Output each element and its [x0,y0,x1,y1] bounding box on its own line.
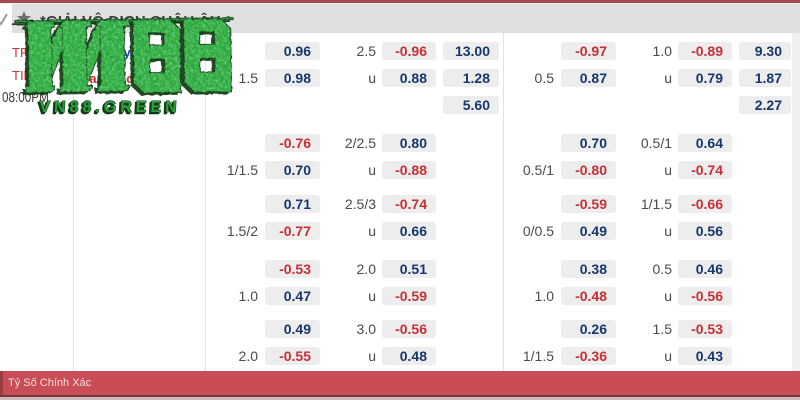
svg-text:VN88.GREEN: VN88.GREEN [37,101,179,118]
svg-text:VN88.GREEN: VN88.GREEN [39,99,181,116]
